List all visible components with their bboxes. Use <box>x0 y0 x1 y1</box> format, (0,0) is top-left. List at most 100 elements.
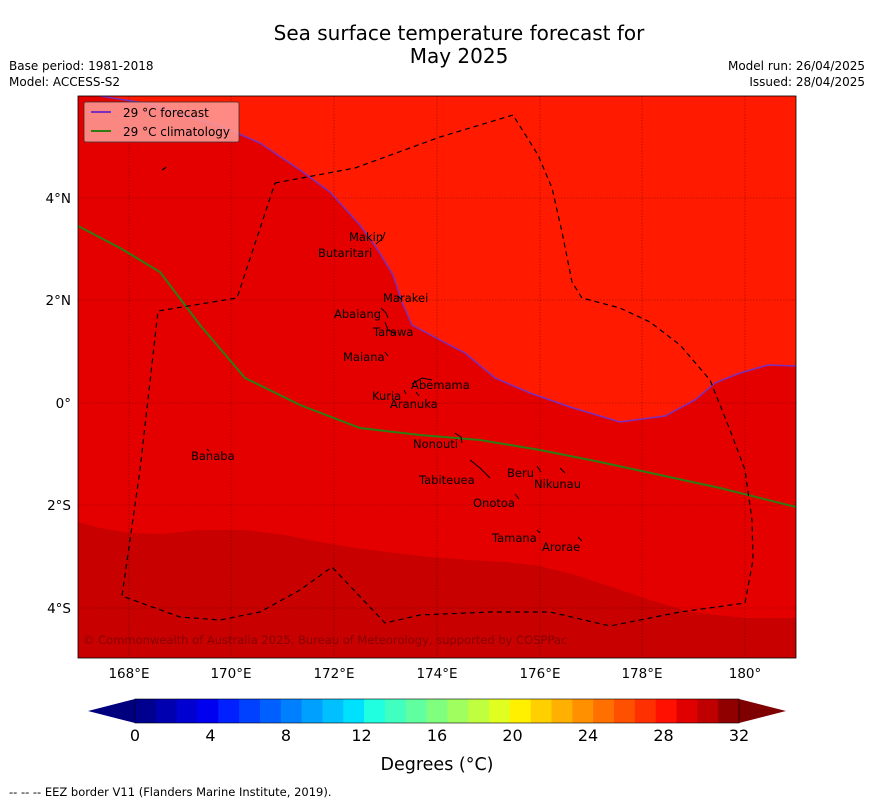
colorbar-under-triangle <box>88 699 135 723</box>
colorbar-segment <box>384 699 407 723</box>
legend-forecast-label: 29 °C forecast <box>123 106 209 120</box>
label-butaritari: Butaritari <box>318 246 372 260</box>
island-marakei-shape <box>397 295 403 301</box>
colorbar-tick-label: 28 <box>653 726 673 745</box>
colorbar-frame <box>134 698 740 724</box>
colorbar-tick-label: 8 <box>281 726 291 745</box>
lat-tick-labels: 4°N 2°N 0° 2°S 4°S <box>46 191 71 617</box>
colorbar-segment <box>426 699 448 723</box>
chart-title: Sea surface temperature forecast for May… <box>0 22 873 68</box>
colorbar-segment <box>343 699 365 723</box>
label-beru: Beru <box>507 466 534 480</box>
colorbar-segment <box>634 699 657 723</box>
colorbar-segment <box>197 699 219 723</box>
label-nonouti: Nonouti <box>413 437 458 451</box>
island-makin-shape <box>375 231 386 245</box>
lon-tick-178E: 178°E <box>621 666 662 682</box>
colorbar-segment <box>447 699 469 723</box>
lat-tick-4N: 4°N <box>46 191 71 207</box>
colorbar-segment <box>489 699 511 723</box>
lon-tick-174E: 174°E <box>416 666 457 682</box>
meta-right: Model run: 26/04/2025 Issued: 28/04/2025 <box>728 58 865 90</box>
chart-title-line2: May 2025 <box>409 44 509 68</box>
colorbar-segment <box>614 699 636 723</box>
colorbar-tick-labels: 0 4 8 12 16 20 24 28 32 <box>130 726 749 745</box>
colorbar-tick-label: 32 <box>729 726 749 745</box>
colorbar-segment <box>259 699 282 723</box>
colorbar-segment <box>280 699 303 723</box>
legend-climatology-label: 29 °C climatology <box>123 125 230 139</box>
island-banaba-shape <box>206 448 210 452</box>
eez-source-footnote: -- -- -- EEZ border V11 (Flanders Marine… <box>9 785 332 799</box>
colorbar-segment <box>718 699 740 723</box>
lon-tick-180: 180° <box>729 666 762 682</box>
colorbar-segment <box>676 699 698 723</box>
colorbar-segment <box>593 699 615 723</box>
colorbar-segment <box>135 699 157 723</box>
meta-left: Base period: 1981-2018 Model: ACCESS-S2 <box>9 58 154 90</box>
colorbar-segment <box>655 699 678 723</box>
colorbar-tick-label: 20 <box>502 726 522 745</box>
lon-tick-170E: 170°E <box>210 666 251 682</box>
forecast-29c-line <box>99 96 796 423</box>
eez-border <box>121 114 754 627</box>
island-outlines <box>206 231 583 542</box>
label-makin: Makin <box>349 230 383 244</box>
island-aranuka-shape <box>415 391 420 397</box>
lon-tick-176E: 176°E <box>519 666 560 682</box>
colorbar-segments <box>135 699 740 723</box>
map-frame <box>77 95 797 659</box>
sst-field <box>78 96 796 658</box>
colorbar-segment <box>530 699 553 723</box>
lon-tick-172E: 172°E <box>313 666 354 682</box>
label-aranuka: Aranuka <box>390 397 438 411</box>
label-tarawa: Tarawa <box>372 325 413 339</box>
island-arorae-shape <box>577 536 583 542</box>
colorbar-segment <box>155 699 178 723</box>
colorbar-segment <box>551 699 573 723</box>
island-onotoa-shape <box>514 493 520 500</box>
label-arorae: Arorae <box>542 540 580 554</box>
copyright-text: © Commonwealth of Australia 2025, Bureau… <box>83 633 567 647</box>
island-tarawa-shape <box>384 321 397 335</box>
lon-tick-labels: 168°E 170°E 172°E 174°E 176°E 178°E 180° <box>108 666 761 682</box>
island-nonouti-shape <box>454 432 463 444</box>
island-maiana-shape <box>384 351 389 357</box>
lon-tick-168E: 168°E <box>108 666 149 682</box>
colorbar-segment <box>572 699 594 723</box>
label-onotoa: Onotoa <box>473 496 515 510</box>
base-period-text: Base period: 1981-2018 <box>9 59 154 73</box>
lat-tick-2S: 2°S <box>47 498 71 514</box>
colorbar-tick-label: 16 <box>427 726 447 745</box>
colorbar-segment <box>468 699 490 723</box>
label-abaiang: Abaiang <box>334 307 381 321</box>
sst-band-29-30 <box>78 96 796 422</box>
legend-box <box>83 101 240 143</box>
chart-title-line1: Sea surface temperature forecast for <box>273 21 645 45</box>
island-beru-shape <box>536 465 542 473</box>
label-maiana: Maiana <box>343 350 385 364</box>
colorbar-segment <box>322 699 344 723</box>
island-nikunau-shape <box>559 467 566 474</box>
colorbar-tick-label: 4 <box>205 726 215 745</box>
model-run-text: Model run: 26/04/2025 <box>727 59 865 73</box>
colorbar-segment <box>509 699 532 723</box>
colorbar-segment <box>176 699 198 723</box>
colorbar-over-triangle <box>739 699 786 723</box>
label-tamana: Tamana <box>491 531 537 545</box>
issued-text: Issued: 28/04/2025 <box>749 75 865 89</box>
island-tamana-shape <box>536 529 541 534</box>
label-tabiteuea: Tabiteuea <box>418 473 475 487</box>
lat-tick-2N: 2°N <box>46 293 71 309</box>
colorbar-tick-label: 24 <box>578 726 598 745</box>
lat-tick-0: 0° <box>56 396 71 412</box>
legend: 29 °C forecast 29 °C climatology <box>83 101 240 143</box>
model-text: Model: ACCESS-S2 <box>9 75 121 89</box>
colorbar-segment <box>239 699 261 723</box>
label-abemama: Abemama <box>411 378 470 392</box>
lat-tick-4S: 4°S <box>47 601 71 617</box>
island-abaiang-shape <box>380 307 389 319</box>
island-tabiteuea-shape <box>469 459 491 479</box>
island-labels: Makin Butaritari Marakei Abaiang Tarawa … <box>191 230 581 554</box>
